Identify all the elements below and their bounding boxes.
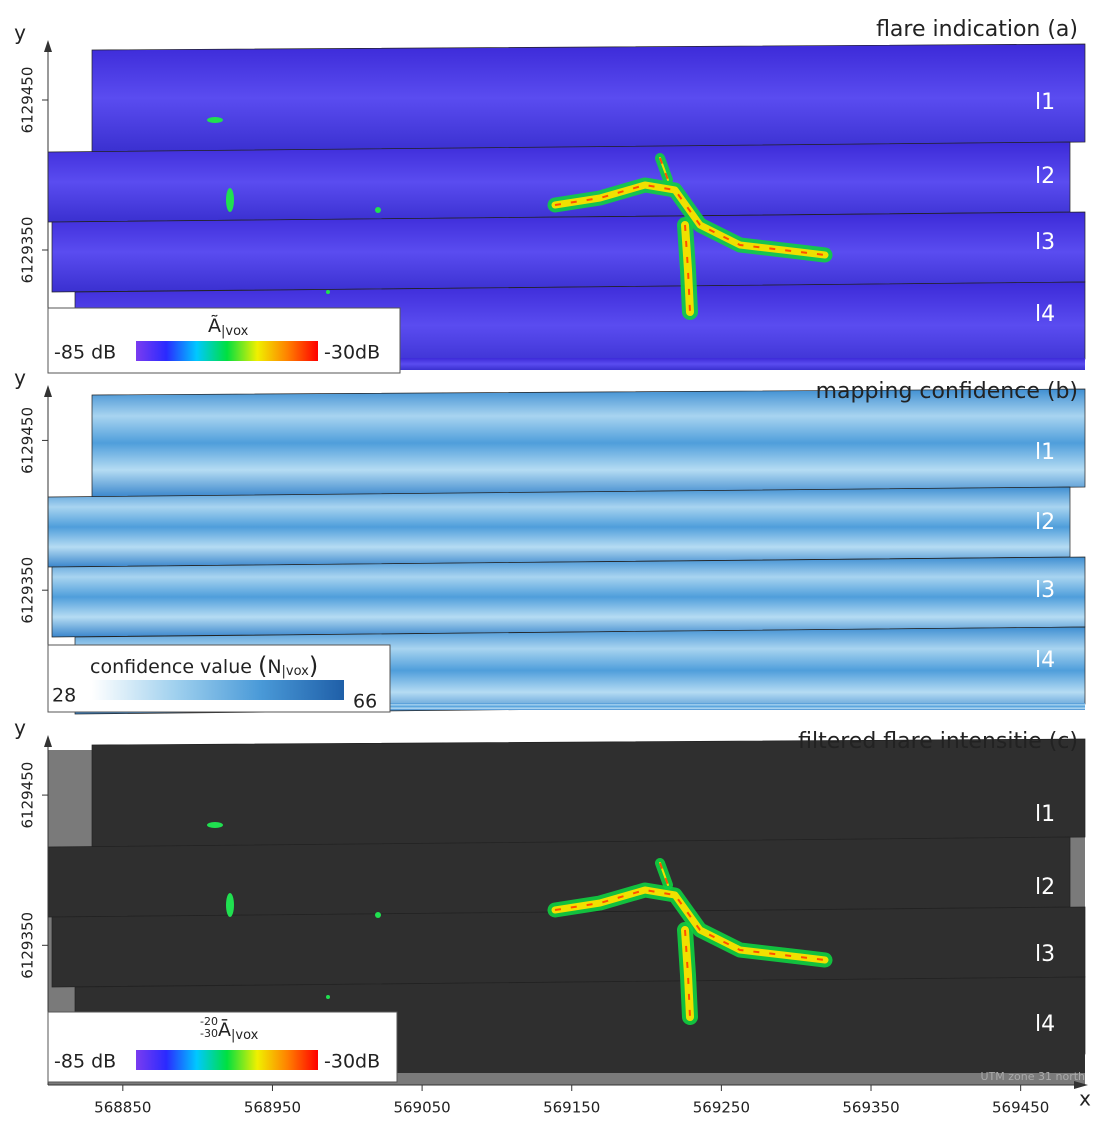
colorbar-sub-prefix: -30 bbox=[200, 1027, 218, 1040]
y-tick-label: 6129350 bbox=[19, 217, 37, 284]
swath-label: l4 bbox=[1035, 648, 1055, 673]
x-arrow bbox=[1074, 1081, 1088, 1089]
flare-peak bbox=[554, 183, 826, 256]
swath-label: l3 bbox=[1035, 942, 1055, 967]
swath bbox=[91, 388, 1086, 498]
colorbar-box bbox=[47, 644, 391, 713]
panel-title: flare indication (a) bbox=[876, 17, 1078, 42]
colorbar-max: -30dB bbox=[324, 1051, 380, 1073]
x-axis-label: x bbox=[1079, 1087, 1091, 1111]
label-part: N bbox=[267, 656, 281, 678]
colorbar-max: -30dB bbox=[324, 342, 380, 364]
swath-label: l1 bbox=[1035, 440, 1055, 465]
label-part: Ã bbox=[208, 314, 221, 337]
swath bbox=[51, 211, 1086, 293]
swath-label: l2 bbox=[1035, 875, 1055, 900]
flare-peak bbox=[659, 157, 669, 181]
note: UTM zone 31 north bbox=[981, 1070, 1086, 1083]
x-tick-label: 569450 bbox=[992, 1099, 1049, 1117]
colorbar-min: -85 dB bbox=[54, 1051, 116, 1073]
x-tick-label: 569150 bbox=[543, 1099, 600, 1117]
y-tick-label: 6129450 bbox=[19, 762, 37, 829]
x-tick-label: 568950 bbox=[244, 1099, 301, 1117]
colorbar bbox=[136, 1050, 318, 1070]
colorbar-box bbox=[47, 307, 401, 374]
x-tick-label: 569350 bbox=[842, 1099, 899, 1117]
flare-peak bbox=[659, 862, 669, 886]
swath-label: l2 bbox=[1035, 510, 1055, 535]
colorbar-min: -85 dB bbox=[54, 342, 116, 364]
swath bbox=[47, 486, 1071, 568]
swath bbox=[91, 738, 1086, 848]
swath bbox=[51, 556, 1086, 638]
swath-label: l2 bbox=[1035, 164, 1055, 189]
flare-spot bbox=[326, 290, 330, 294]
label-part: Ā bbox=[218, 1017, 231, 1041]
swath-label: l4 bbox=[1035, 1012, 1055, 1037]
flare-core bbox=[681, 221, 694, 316]
y-tick-label: 6129450 bbox=[19, 407, 37, 474]
y-arrow bbox=[44, 735, 52, 747]
y-arrow bbox=[44, 385, 52, 397]
y-tick-label: 6129350 bbox=[19, 912, 37, 979]
label-part: |vox bbox=[231, 1028, 259, 1043]
swath-bottom bbox=[75, 703, 1085, 710]
swath bbox=[91, 43, 1086, 153]
label-part: ( bbox=[258, 652, 267, 680]
y-tick-label: 6129450 bbox=[19, 67, 37, 134]
label-part: |vox bbox=[282, 664, 310, 679]
flare-core bbox=[681, 926, 694, 1021]
flare-spot bbox=[326, 995, 330, 999]
flare-peak bbox=[554, 888, 826, 961]
label-part: ) bbox=[309, 652, 318, 680]
flare-spot bbox=[375, 912, 381, 918]
panel-title: filtered flare intensitie (c) bbox=[798, 729, 1078, 754]
flare-spot bbox=[207, 822, 223, 828]
label-part: confidence value bbox=[90, 656, 252, 678]
flare-spot bbox=[207, 117, 223, 123]
swath-label: l3 bbox=[1035, 578, 1055, 603]
swath-label: l3 bbox=[1035, 230, 1055, 255]
y-arrow bbox=[44, 40, 52, 52]
colorbar-box bbox=[47, 1011, 398, 1083]
y-axis-label: y bbox=[14, 21, 26, 45]
colorbar-title: confidence value (N|vox) bbox=[90, 652, 318, 680]
colorbar-min: 28 bbox=[52, 685, 76, 707]
y-tick-label: 6129350 bbox=[19, 557, 37, 624]
colorbar-superscript: -20 bbox=[200, 1015, 218, 1028]
colorbar bbox=[92, 680, 344, 700]
flare-spot bbox=[226, 893, 234, 917]
swath bbox=[51, 906, 1086, 988]
colorbar-title: Ã|vox bbox=[208, 314, 249, 339]
panel-title: mapping confidence (b) bbox=[816, 379, 1078, 404]
y-axis-label: y bbox=[14, 366, 26, 390]
colorbar bbox=[136, 341, 318, 361]
flare-spot bbox=[226, 188, 234, 212]
flare-spot bbox=[375, 207, 381, 213]
y-axis-label: y bbox=[14, 716, 26, 740]
label-part: |vox bbox=[221, 324, 249, 339]
colorbar-title: Ā|vox bbox=[218, 1017, 259, 1043]
swath-label: l1 bbox=[1035, 802, 1055, 827]
colorbar-max: 66 bbox=[353, 691, 377, 713]
swath-label: l1 bbox=[1035, 90, 1055, 115]
x-tick-label: 568850 bbox=[94, 1099, 151, 1117]
x-tick-label: 569250 bbox=[693, 1099, 750, 1117]
x-tick-label: 569050 bbox=[393, 1099, 450, 1117]
swath-label: l4 bbox=[1035, 302, 1055, 327]
